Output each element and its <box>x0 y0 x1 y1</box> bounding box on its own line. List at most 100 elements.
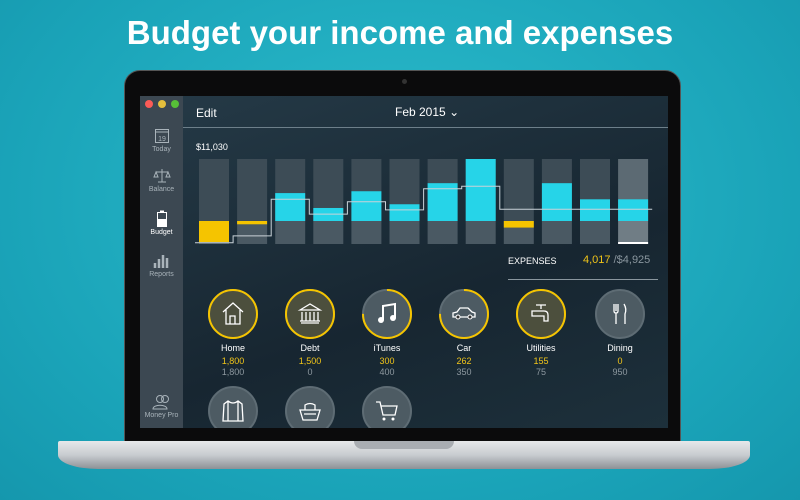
base-notch <box>354 441 454 449</box>
camera <box>402 79 407 84</box>
sidebar-item-reports[interactable]: Reports <box>140 252 183 278</box>
category-name: Home <box>220 343 245 353</box>
chart-max-label: $11,030 <box>196 142 228 152</box>
category-car[interactable]: Car 262 350 <box>429 288 499 377</box>
sidebar-item-label: Balance <box>148 186 175 193</box>
category-name: Dining <box>607 343 633 353</box>
bar-background-lower <box>313 221 344 244</box>
bar-background[interactable] <box>237 159 268 221</box>
month-label: Feb 2015 <box>395 105 446 119</box>
bar-background-lower <box>275 221 306 244</box>
bank-icon <box>297 303 323 324</box>
traffic-lights <box>145 100 179 108</box>
income-bar <box>541 183 572 221</box>
category-grocery-basket[interactable] <box>275 385 345 428</box>
sidebar-item-today[interactable]: 19 Today <box>140 128 183 153</box>
bar-background[interactable] <box>199 159 229 221</box>
expenses-values: 4,017 /$4,925 <box>583 254 650 266</box>
income-bar <box>351 191 382 221</box>
laptop-base <box>58 441 750 469</box>
category-spent: 300 <box>379 356 395 366</box>
progress-ring <box>516 289 566 339</box>
divider <box>508 279 658 280</box>
category-dining[interactable]: Dining 0 950 <box>585 288 655 377</box>
expense-bar <box>237 221 268 225</box>
bar-background[interactable] <box>503 159 534 221</box>
music-note-icon <box>378 302 396 323</box>
category-name: Utilities <box>526 343 556 353</box>
category-spent: 155 <box>533 356 549 366</box>
close-button[interactable] <box>145 100 153 108</box>
fork-knife-icon <box>613 303 627 324</box>
category-itunes[interactable]: iTunes 300 400 <box>352 288 422 377</box>
svg-text:19: 19 <box>158 136 166 143</box>
category-shopping-cart[interactable] <box>352 385 422 428</box>
bar-background-lower <box>618 221 649 244</box>
category-budget: 950 <box>612 367 628 377</box>
category-spent: 262 <box>456 356 472 366</box>
sidebar-item-label: Reports <box>149 271 174 278</box>
zoom-button[interactable] <box>171 100 179 108</box>
sidebar-item-label: Budget <box>150 229 173 236</box>
car-icon <box>452 307 476 320</box>
sidebar-item-money-pro[interactable]: Money Pro <box>140 394 183 419</box>
income-bar <box>580 199 610 221</box>
expenses-budget: /$4,925 <box>613 254 651 266</box>
battery-icon <box>156 210 167 227</box>
category-shirt[interactable] <box>198 385 268 428</box>
bar-background-lower <box>541 221 572 244</box>
sidebar-item-balance[interactable]: Balance <box>140 168 183 193</box>
category-name: Car <box>456 343 472 353</box>
month-selector[interactable]: Feb 2015 ⌄ <box>395 105 459 119</box>
income-bar <box>618 199 649 221</box>
divider <box>183 127 668 128</box>
progress-ring <box>362 386 412 428</box>
expenses-label: EXPENSES <box>508 256 557 266</box>
category-budget: 75 <box>535 367 546 377</box>
sidebar-item-label: Money Pro <box>144 412 179 419</box>
grocery-basket-icon <box>299 402 321 421</box>
expenses-spent: 4,017 <box>583 254 611 266</box>
income-bar <box>465 159 496 221</box>
expense-bar <box>199 221 229 243</box>
income-bar <box>427 183 458 221</box>
bar-chart-icon <box>153 255 168 268</box>
category-spent: 1,800 <box>221 356 245 366</box>
bar-background-lower <box>351 221 382 244</box>
category-budget: 400 <box>379 367 395 377</box>
progress-ring <box>362 289 412 339</box>
category-budget: 0 <box>307 367 313 377</box>
category-budget: 350 <box>456 367 472 377</box>
faucet-icon <box>531 304 549 322</box>
house-icon <box>222 302 244 325</box>
users-icon <box>151 395 169 410</box>
category-utilities[interactable]: Utilities 155 75 <box>506 288 576 377</box>
sidebar-item-label: Today <box>152 146 171 153</box>
progress-ring <box>439 289 489 339</box>
sidebar: 19 Today Balance Budget Reports Money Pr… <box>140 96 183 428</box>
category-name: iTunes <box>373 343 401 353</box>
bar-background-lower <box>427 221 458 244</box>
progress-ring <box>285 386 335 428</box>
shopping-cart-icon <box>376 401 398 421</box>
sidebar-item-budget[interactable]: Budget <box>140 210 183 236</box>
progress-ring <box>285 289 335 339</box>
category-budget: 1,800 <box>221 367 245 377</box>
budget-chart <box>195 159 653 244</box>
balance-line <box>195 185 653 244</box>
category-home[interactable]: Home 1,800 1,800 <box>198 288 268 377</box>
bar-background-lower <box>389 221 420 244</box>
selected-indicator <box>618 242 649 244</box>
income-bar <box>389 204 420 221</box>
expense-bar <box>503 221 534 228</box>
headline: Budget your income and expenses <box>126 14 674 51</box>
bar-background-lower <box>580 221 610 244</box>
income-bar <box>275 193 306 221</box>
progress-ring <box>208 289 258 339</box>
edit-button[interactable]: Edit <box>196 106 217 120</box>
category-spent: 1,500 <box>298 356 322 366</box>
minimize-button[interactable] <box>158 100 166 108</box>
calendar-icon: 19 <box>154 129 169 143</box>
category-debt[interactable]: Debt 1,500 0 <box>275 288 345 377</box>
chevron-down-icon: ⌄ <box>449 105 460 119</box>
